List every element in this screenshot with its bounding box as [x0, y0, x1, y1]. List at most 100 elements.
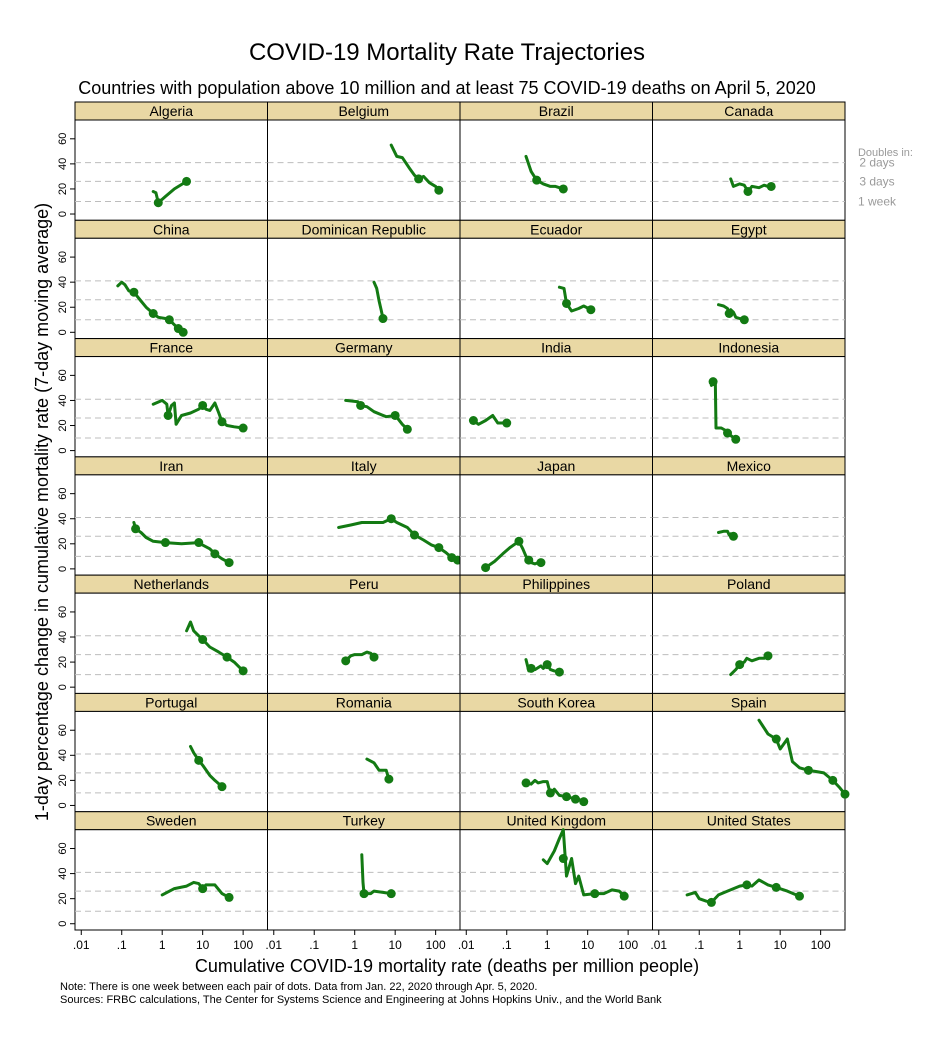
- panel-canada: Canada: [652, 101, 846, 221]
- weekly-dot: [224, 892, 234, 902]
- panels-grid: Algeria 0 20 40 60 Belgium Brazil Canada China 0 2…: [57, 101, 850, 952]
- panel-label: Romania: [336, 694, 392, 710]
- weekly-dot: [414, 174, 424, 184]
- weekly-dot: [390, 410, 400, 420]
- series-line: [484, 539, 543, 570]
- weekly-dot: [743, 186, 753, 196]
- panel-romania: Romania: [267, 692, 461, 813]
- weekly-dot: [148, 309, 158, 318]
- panel-egypt: Egypt: [652, 219, 846, 340]
- weekly-dot: [153, 198, 163, 208]
- panel-united-states: United States .01 .1 1 10 100: [650, 811, 846, 952]
- weekly-dot: [579, 797, 589, 807]
- weekly-dot: [545, 788, 555, 798]
- weekly-dot: [570, 794, 580, 804]
- panel-japan: Japan: [459, 456, 653, 576]
- y-tick-label: 40: [57, 158, 69, 170]
- weekly-dot: [828, 775, 838, 785]
- panel-label: Portugal: [145, 694, 197, 710]
- y-tick-label: 40: [57, 513, 69, 525]
- weekly-dot: [562, 298, 572, 308]
- panel-brazil: Brazil: [459, 101, 653, 221]
- y-tick-label: 0: [57, 802, 69, 808]
- weekly-dot: [542, 660, 552, 670]
- panel-label: Italy: [351, 458, 377, 474]
- weekly-dot: [590, 889, 600, 899]
- panel-plot-area: [74, 829, 268, 931]
- y-tick-label: 0: [57, 684, 69, 690]
- panel-label: United States: [707, 813, 791, 829]
- panel-label: Iran: [159, 458, 183, 474]
- reference-legend: Doubles in: 2 days 3 days 1 week: [858, 147, 913, 208]
- panel-label: Indonesia: [718, 340, 779, 356]
- panel-peru: Peru: [267, 574, 461, 694]
- weekly-dot: [378, 314, 388, 324]
- panel-united-kingdom: United Kingdom .01 .1 1 10 100: [458, 811, 653, 952]
- weekly-dot: [558, 854, 568, 864]
- weekly-dot: [536, 558, 546, 568]
- weekly-dot: [356, 400, 366, 410]
- x-tick-label: .01: [458, 938, 475, 952]
- x-tick-label: .1: [309, 938, 319, 952]
- weekly-dot: [131, 524, 141, 534]
- weekly-dot: [771, 882, 781, 892]
- weekly-dot: [514, 536, 524, 546]
- panel-plot-area: [652, 237, 846, 340]
- panel-plot-area: [74, 474, 268, 576]
- x-tick-label: 10: [773, 938, 787, 952]
- x-axis-label: Cumulative COVID-19 mortality rate (deat…: [195, 956, 699, 976]
- panel-plot-area: [267, 119, 461, 221]
- x-tick-label: .1: [117, 938, 127, 952]
- weekly-dot: [763, 651, 773, 661]
- weekly-dot: [384, 774, 394, 784]
- panel-label: South Korea: [517, 694, 595, 710]
- weekly-dot: [524, 555, 534, 565]
- chart-title: COVID-19 Mortality Rate Trajectories: [249, 39, 645, 66]
- panel-label: Sweden: [146, 813, 197, 829]
- y-tick-label: 20: [57, 774, 69, 786]
- y-tick-label: 40: [57, 276, 69, 288]
- series-line: [344, 650, 376, 663]
- panel-label: Mexico: [727, 458, 772, 474]
- series-line: [365, 757, 391, 781]
- panel-plot-area: [74, 710, 268, 813]
- weekly-dot: [706, 897, 716, 907]
- reference-label: 3 days: [859, 174, 894, 188]
- panel-plot-area: [74, 592, 268, 694]
- panel-plot-area: [459, 474, 653, 576]
- panel-plot-area: [74, 119, 268, 221]
- weekly-dot: [803, 765, 813, 775]
- y-tick-label: 0: [57, 566, 69, 572]
- series-line: [360, 853, 393, 896]
- weekly-dot: [521, 778, 531, 788]
- weekly-dot: [739, 315, 749, 325]
- chart-note: Note: There is one week between each pai…: [60, 981, 537, 993]
- x-tick-label: .01: [650, 938, 667, 952]
- panel-plot-area: [267, 474, 461, 576]
- y-tick-label: 20: [57, 538, 69, 550]
- weekly-dot: [402, 424, 412, 434]
- series-line: [471, 414, 509, 426]
- panel-philippines: Philippines: [459, 574, 653, 694]
- weekly-dot: [217, 782, 227, 792]
- panel-plot-area: [459, 356, 653, 458]
- weekly-dot: [723, 428, 733, 438]
- y-tick-label: 60: [57, 133, 69, 145]
- weekly-dot: [434, 543, 444, 553]
- series-line: [151, 179, 189, 205]
- series-line: [189, 745, 224, 789]
- weekly-dot: [194, 755, 204, 765]
- y-tick-label: 0: [57, 921, 69, 927]
- panel-plot-area: [267, 710, 461, 813]
- x-tick-label: 10: [581, 938, 595, 952]
- weekly-dot: [210, 549, 220, 559]
- weekly-dot: [562, 792, 572, 802]
- weekly-dot: [724, 309, 734, 318]
- panel-plot-area: [652, 592, 846, 694]
- weekly-dot: [502, 418, 512, 428]
- weekly-dot: [735, 660, 745, 670]
- weekly-dot: [238, 666, 248, 676]
- weekly-dot: [198, 884, 208, 894]
- panel-spain: Spain: [652, 692, 850, 813]
- y-tick-label: 20: [57, 419, 69, 431]
